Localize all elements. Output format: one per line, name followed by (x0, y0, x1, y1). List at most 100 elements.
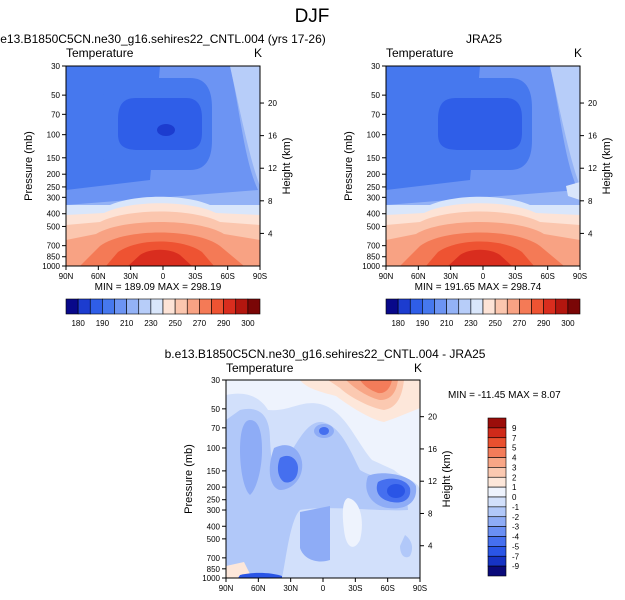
colorbar-swatch (77, 298, 91, 315)
y-tick-label: 1000 (202, 574, 220, 583)
panel-reanalysis: JRA25 Temperature K 90N 60N 30N 0 30S 60S 90S 3… (343, 32, 613, 328)
band-level-180 (157, 124, 175, 136)
panel-subtitle-right: K (414, 361, 422, 375)
band-level-230 (230, 66, 260, 186)
y-tick-label: 30 (51, 62, 60, 71)
colorbar-swatch (487, 447, 507, 458)
colorbar-swatch (434, 298, 447, 315)
colorbar-label: 190 (96, 319, 110, 328)
colorbar-swatch (519, 298, 532, 315)
y2-tick-label: 4 (268, 229, 273, 238)
colorbar-swatch (89, 298, 103, 315)
band-level-250-patch (566, 182, 580, 200)
panel-subtitle-left: Temperature (226, 361, 294, 375)
colorbar-label: 190 (416, 319, 430, 328)
y2-tick-label: 12 (268, 164, 277, 173)
y-axis-label: Pressure (mb) (183, 444, 195, 514)
y-tick-label: 700 (367, 242, 381, 251)
colorbar-label: 0 (512, 493, 517, 502)
colorbar-swatch (487, 437, 507, 448)
y-axis-label: Pressure (mb) (343, 131, 355, 201)
colorbar: 180 190 210 230 250 270 290 300 (65, 298, 261, 328)
y2-tick-label: 8 (428, 509, 433, 518)
x-tick-label: 30S (508, 272, 522, 281)
colorbar-swatch (458, 298, 472, 315)
y-tick-label: 1000 (362, 262, 380, 271)
colorbar-swatch (531, 298, 544, 315)
x-tick-label: 90N (219, 584, 234, 593)
y-tick-label: 300 (367, 193, 381, 202)
y-tick-label: 50 (211, 405, 220, 414)
colorbar-label: 230 (144, 319, 158, 328)
colorbar-swatch (186, 298, 200, 315)
x-tick-label: 90S (253, 272, 267, 281)
band-level-minus4 (319, 427, 329, 435)
colorbar-swatch (114, 298, 127, 315)
panel-difference: b.e13.B1850C5CN.ne30_g16.sehires22_CNTL.… (165, 347, 562, 593)
colorbar-swatch (487, 546, 507, 557)
colorbar-label: 230 (464, 319, 478, 328)
y-tick-label: 500 (47, 222, 61, 231)
colorbar-label: 4 (512, 454, 517, 463)
colorbar-label: 3 (512, 463, 517, 472)
band-level-minus5 (387, 484, 405, 498)
min-max-label: MIN = -11.45 MAX = 8.07 (448, 390, 561, 401)
y-tick-label: 200 (47, 170, 61, 179)
colorbar-swatch (385, 298, 399, 315)
y2-tick-label: 8 (268, 197, 273, 206)
colorbar-label: 290 (537, 319, 551, 328)
colorbar-swatch (409, 298, 423, 315)
colorbar-swatch (199, 298, 212, 315)
colorbar-swatch (162, 298, 176, 315)
colorbar-swatch (487, 555, 507, 567)
y-tick-label: 400 (207, 522, 221, 531)
colorbar-swatch (567, 298, 581, 315)
y2-tick-label: 12 (428, 477, 437, 486)
colorbar-label: 290 (217, 319, 231, 328)
y2-tick-label: 16 (268, 132, 277, 141)
y-tick-label: 400 (47, 210, 61, 219)
colorbar-label: 180 (71, 319, 85, 328)
y2-tick-label: 20 (428, 413, 437, 422)
x-tick-label: 60S (541, 272, 555, 281)
band-level-190 (438, 98, 522, 150)
band-level-190 (118, 98, 202, 150)
colorbar-swatch (397, 298, 411, 315)
min-max-label: MIN = 189.09 MAX = 298.19 (95, 282, 222, 293)
x-tick-label: 30N (283, 584, 298, 593)
x-tick-label: 90N (379, 272, 394, 281)
colorbar: 180 190 210 230 250 270 290 300 (385, 298, 581, 328)
axes: 90N 60N 30N 0 30S 60S 90S 30 50 70 100 150 200 250300… (183, 376, 453, 593)
x-tick-label: 30S (348, 584, 362, 593)
colorbar-label: 270 (513, 319, 527, 328)
colorbar-swatch (555, 298, 569, 315)
y-tick-label: 70 (371, 110, 380, 119)
y-tick-label: 700 (207, 554, 221, 563)
x-tick-label: 60S (221, 272, 235, 281)
y2-axis-label: Height (km) (601, 138, 613, 195)
axes: 90N 60N 30N 0 30S 60S 90S 30 50 70 100 150 200 250300… (343, 62, 613, 281)
colorbar-swatch (247, 298, 261, 315)
colorbar-label: 5 (512, 444, 517, 453)
band-level-minus4 (238, 572, 282, 578)
y-tick-label: 100 (207, 444, 221, 453)
y-tick-label: 850 (207, 565, 221, 574)
x-tick-label: 30N (443, 272, 458, 281)
colorbar-label: 210 (440, 319, 454, 328)
colorbar-swatch (174, 298, 188, 315)
colorbar-label: 9 (512, 424, 517, 433)
y-tick-label: 250 (207, 496, 221, 505)
x-tick-label: 30N (123, 272, 138, 281)
y-tick-label: 150 (367, 154, 381, 163)
y-tick-label: 100 (47, 131, 61, 140)
y-tick-label: 250 (367, 183, 381, 192)
band-level-230 (550, 66, 580, 186)
x-tick-label: 60S (381, 584, 395, 593)
y-axis-label: Pressure (mb) (23, 131, 35, 201)
colorbar-swatch (487, 565, 507, 577)
y2-axis-label: Height (km) (441, 451, 453, 508)
x-tick-label: 60N (411, 272, 426, 281)
y-tick-label: 30 (371, 62, 380, 71)
y-tick-label: 700 (47, 242, 61, 251)
